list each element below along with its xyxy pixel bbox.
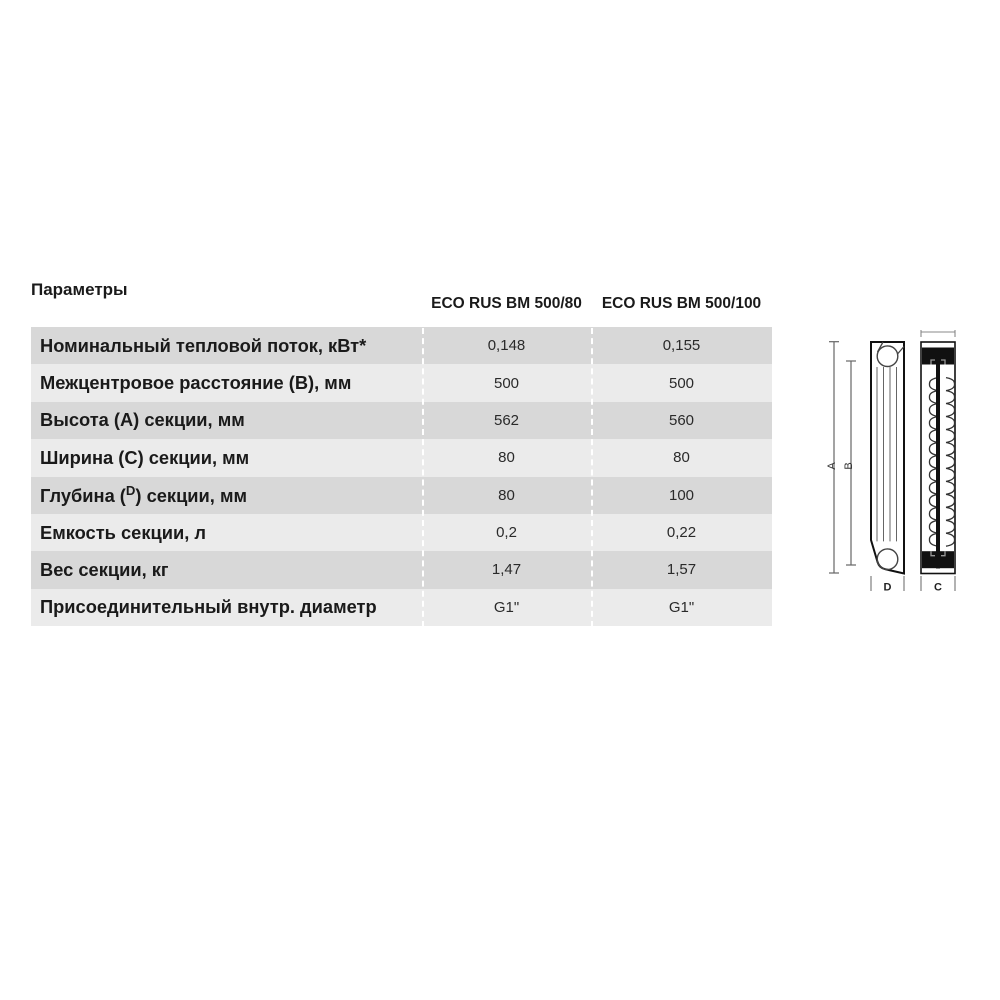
- svg-text:C: C: [934, 582, 942, 594]
- svg-text:A: A: [826, 462, 838, 470]
- svg-text:D: D: [884, 582, 892, 594]
- svg-text:B: B: [843, 462, 855, 469]
